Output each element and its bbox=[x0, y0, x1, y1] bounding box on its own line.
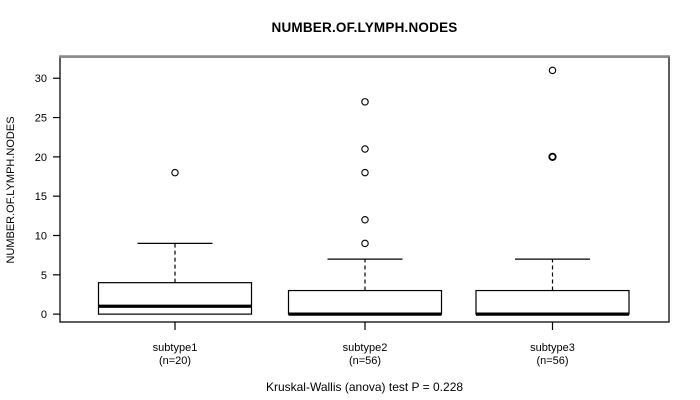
outlier-point bbox=[361, 239, 369, 248]
outlier-point bbox=[548, 152, 557, 161]
outlier-point bbox=[361, 98, 369, 106]
category-label: subtype2 bbox=[343, 342, 388, 354]
outlier-point bbox=[361, 168, 369, 177]
outlier-point bbox=[361, 145, 369, 153]
box-subtype2 bbox=[287, 289, 443, 315]
chart-title: NUMBER.OF.LYMPH.NODES bbox=[271, 20, 458, 35]
y-tick-label: 15 bbox=[35, 191, 47, 203]
outlier-point bbox=[171, 168, 179, 177]
y-tick-label: 5 bbox=[41, 270, 47, 282]
stat-test-caption: Kruskal-Wallis (anova) test P = 0.228 bbox=[265, 380, 464, 394]
category-label: subtype1 bbox=[153, 342, 198, 354]
y-tick-label: 20 bbox=[35, 152, 47, 164]
category-sublabel: (n=20) bbox=[159, 355, 191, 367]
y-tick-label: 10 bbox=[35, 231, 47, 243]
outlier-point bbox=[548, 66, 557, 75]
outlier-point bbox=[361, 216, 369, 224]
box-subtype1 bbox=[97, 282, 253, 315]
y-tick-label: 25 bbox=[35, 113, 47, 125]
box-subtype3 bbox=[475, 289, 630, 315]
y-tick-label: 0 bbox=[41, 309, 47, 321]
y-tick-label: 30 bbox=[35, 73, 47, 85]
category-sublabel: (n=56) bbox=[349, 355, 381, 367]
category-label: subtype3 bbox=[530, 342, 575, 354]
category-sublabel: (n=56) bbox=[536, 355, 568, 367]
